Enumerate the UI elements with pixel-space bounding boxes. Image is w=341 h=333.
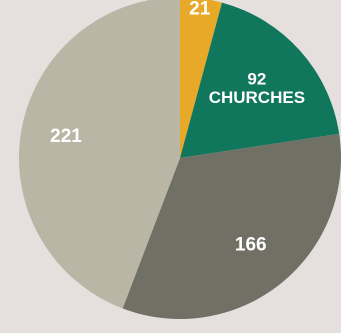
pie-slice-1 <box>180 2 340 158</box>
pie-slices <box>19 0 341 319</box>
pie-label-3-line-0: 221 <box>50 126 82 147</box>
pie-slice-3 <box>19 0 180 309</box>
pie-label-0-line-0: 21 <box>189 0 211 20</box>
pie-slice-2 <box>122 133 341 319</box>
pie-label-1-line-0: 92 <box>247 70 266 89</box>
pie-slice-0 <box>180 0 222 158</box>
pie-label-2-line-0: 166 <box>235 235 267 256</box>
pie-label-1-line-1: CHURCHES <box>209 88 305 107</box>
